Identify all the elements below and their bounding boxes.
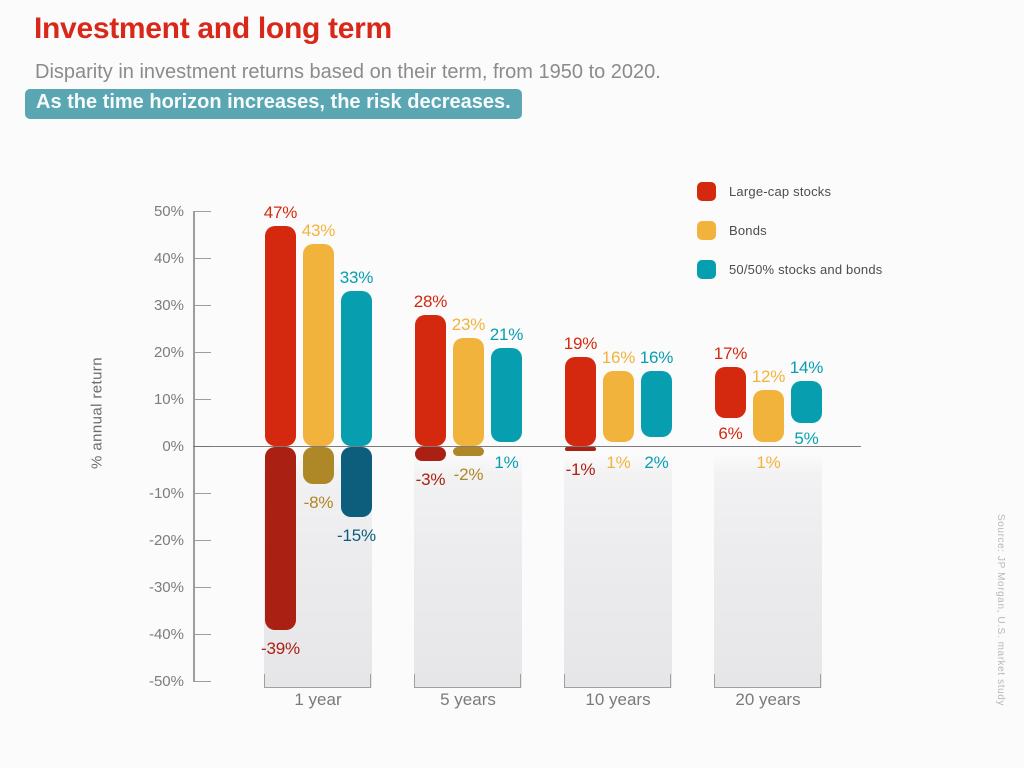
group-panel [414, 454, 522, 688]
value-label-max: 28% [413, 291, 448, 311]
bar-segment [453, 338, 484, 447]
y-axis-tick-label: 50% [153, 202, 184, 220]
bar-segment [303, 244, 334, 447]
bar-segment [603, 371, 634, 442]
y-axis-tick-label: -20% [148, 531, 184, 549]
y-axis-tick-label: 10% [153, 390, 184, 408]
value-label-max: 19% [563, 334, 598, 354]
y-axis-tick-label: -50% [148, 672, 184, 690]
value-label-min: 1% [606, 452, 631, 472]
value-label-max: 33% [339, 268, 374, 288]
source-note: Source: JP Morgan, U.S. market study [995, 514, 1006, 707]
y-axis-tick [194, 539, 211, 542]
y-axis-tick [194, 351, 211, 354]
value-label-max: 16% [601, 348, 636, 368]
value-label-min: -2% [453, 464, 484, 484]
y-axis-tick [194, 633, 211, 636]
legend-label: Large-cap stocks [729, 184, 832, 199]
x-axis-label: 5 years [440, 690, 496, 709]
legend-item: Bonds [697, 221, 882, 240]
legend-item: 50/50% stocks and bonds [697, 260, 882, 279]
y-axis-tick [194, 257, 211, 260]
bar-segment [453, 446, 484, 456]
y-axis-title: % annual return [88, 357, 106, 469]
value-label-min: -39% [261, 638, 300, 658]
legend-item: Large-cap stocks [697, 182, 882, 201]
page-title: Investment and long term [34, 12, 392, 45]
y-axis-tick-label: 20% [153, 343, 184, 361]
x-axis-label: 10 years [585, 690, 651, 709]
legend-swatch [697, 221, 716, 240]
group-bracket [264, 674, 371, 688]
bar-segment [341, 446, 372, 517]
x-axis-label: 1 year [294, 690, 342, 709]
value-label-min: -8% [303, 493, 334, 513]
legend: Large-cap stocks Bonds 50/50% stocks and b… [697, 182, 882, 279]
y-axis-tick [194, 304, 211, 307]
value-label-max: 14% [789, 357, 824, 377]
subtitle: Disparity in investment returns based on… [35, 61, 661, 83]
zero-baseline [193, 445, 861, 448]
y-axis-tick-label: 30% [153, 296, 184, 314]
group-panel [564, 454, 672, 688]
legend-label: 50/50% stocks and bonds [729, 262, 883, 277]
bar-segment [791, 380, 822, 423]
group-panel [714, 454, 822, 688]
legend-swatch [697, 260, 716, 279]
y-axis-tick [194, 492, 211, 495]
value-label-min: -15% [337, 526, 376, 545]
bar-segment [341, 291, 372, 447]
value-label-min: 6% [718, 424, 743, 444]
group-bracket [714, 674, 821, 688]
value-label-max: 12% [751, 367, 786, 387]
bar-segment [265, 446, 296, 630]
value-label-min: 1% [756, 452, 781, 472]
value-label-max: 17% [713, 343, 748, 363]
y-axis-tick-label: -30% [148, 578, 184, 596]
bar-segment [415, 314, 446, 447]
bar-segment [565, 446, 596, 452]
value-label-min: -1% [565, 460, 596, 480]
bar-segment [265, 225, 296, 447]
highlight-banner: As the time horizon increases, the risk … [25, 89, 522, 119]
value-label-min: 1% [494, 452, 519, 472]
y-axis-tick-label: -10% [148, 484, 184, 502]
bar-segment [491, 347, 522, 442]
value-label-max: 23% [451, 315, 486, 335]
bar-segment [303, 446, 334, 485]
y-axis-tick [194, 398, 211, 401]
y-axis-tick [194, 210, 211, 213]
legend-swatch [697, 182, 716, 201]
value-label-max: 43% [301, 221, 336, 241]
bar-segment [415, 446, 446, 461]
value-label-max: 21% [489, 324, 524, 344]
value-label-max: 16% [639, 348, 674, 368]
x-axis-label: 20 years [735, 690, 801, 709]
group-bracket [414, 674, 521, 688]
y-axis-tick-label: 0% [162, 437, 184, 455]
value-label-min: -3% [415, 469, 446, 489]
value-label-min: 2% [644, 452, 669, 472]
legend-label: Bonds [729, 223, 767, 238]
group-bracket [564, 674, 671, 688]
y-axis-tick-label: -40% [148, 625, 184, 643]
bar-segment [715, 366, 746, 419]
y-axis-tick-label: 40% [153, 249, 184, 267]
value-label-min: 5% [794, 429, 819, 448]
bar-segment [753, 390, 784, 442]
bar-segment [641, 371, 672, 438]
y-axis-tick [194, 586, 211, 589]
value-label-max: 47% [263, 202, 298, 222]
bar-segment [565, 357, 596, 447]
y-axis-tick [194, 680, 211, 683]
